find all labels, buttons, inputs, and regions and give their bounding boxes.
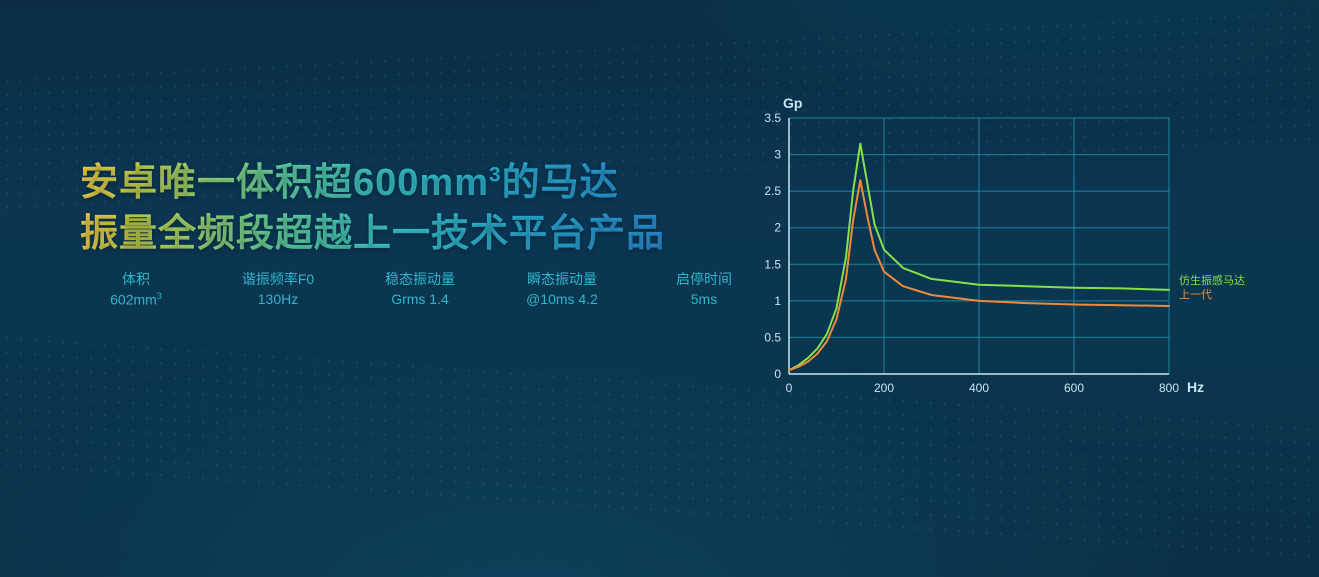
svg-text:0: 0 <box>786 381 793 395</box>
svg-text:上一代: 上一代 <box>1179 288 1212 301</box>
headline-text: 安卓唯一体积超600mm <box>80 162 489 204</box>
spec-item: 启停时间 5ms <box>656 270 752 310</box>
spec-row: 体积 602mm3 谐振频率F0 130Hz 稳态振动量 Grms 1.4 瞬态… <box>88 270 752 310</box>
svg-text:Gp: Gp <box>783 95 802 111</box>
svg-text:0.5: 0.5 <box>764 330 781 344</box>
svg-text:仿生振感马达: 仿生振感马达 <box>1179 273 1245 287</box>
headline-sup: 3 <box>489 163 502 186</box>
spec-value: 5ms <box>656 290 752 310</box>
svg-text:600: 600 <box>1064 381 1084 395</box>
headline-line1: 安卓唯一体积超600mm3的马达 <box>80 158 665 209</box>
svg-text:800: 800 <box>1159 381 1179 395</box>
svg-text:2: 2 <box>774 221 781 235</box>
spec-label: 启停时间 <box>656 270 752 290</box>
headline-text: 的马达 <box>502 162 619 204</box>
spec-item: 瞬态振动量 @10ms 4.2 <box>514 270 610 310</box>
spec-label: 稳态振动量 <box>372 270 468 290</box>
spec-value: 130Hz <box>230 290 326 310</box>
chart-svg: 0 0.5 1 1.5 2 2.5 3 3.5 0 200 400 600 800 Gp Hz 仿生振感马达上… <box>749 90 1259 410</box>
stage: 安卓唯一体积超600mm3的马达 振量全频段超越上一技术平台产品 体积 602m… <box>0 0 1319 577</box>
spec-item: 体积 602mm3 <box>88 270 184 310</box>
svg-text:400: 400 <box>969 381 989 395</box>
headline-block: 安卓唯一体积超600mm3的马达 振量全频段超越上一技术平台产品 <box>80 158 665 261</box>
svg-text:1.5: 1.5 <box>764 257 781 271</box>
headline-line2: 振量全频段超越上一技术平台产品 <box>80 209 665 260</box>
svg-text:0: 0 <box>774 367 781 381</box>
svg-text:3: 3 <box>774 148 781 162</box>
spec-value: 602mm3 <box>88 290 184 310</box>
spec-value: Grms 1.4 <box>372 290 468 310</box>
gp-hz-chart: 0 0.5 1 1.5 2 2.5 3 3.5 0 200 400 600 800 Gp Hz 仿生振感马达上… <box>749 90 1259 410</box>
svg-text:3.5: 3.5 <box>764 111 781 125</box>
svg-text:200: 200 <box>874 381 894 395</box>
spec-label: 瞬态振动量 <box>514 270 610 290</box>
svg-text:Hz: Hz <box>1187 379 1204 395</box>
spec-label: 谐振频率F0 <box>230 270 326 290</box>
spec-item: 谐振频率F0 130Hz <box>230 270 326 310</box>
spec-item: 稳态振动量 Grms 1.4 <box>372 270 468 310</box>
spec-value: @10ms 4.2 <box>514 290 610 310</box>
spec-label: 体积 <box>88 270 184 290</box>
svg-text:1: 1 <box>774 294 781 308</box>
svg-text:2.5: 2.5 <box>764 184 781 198</box>
